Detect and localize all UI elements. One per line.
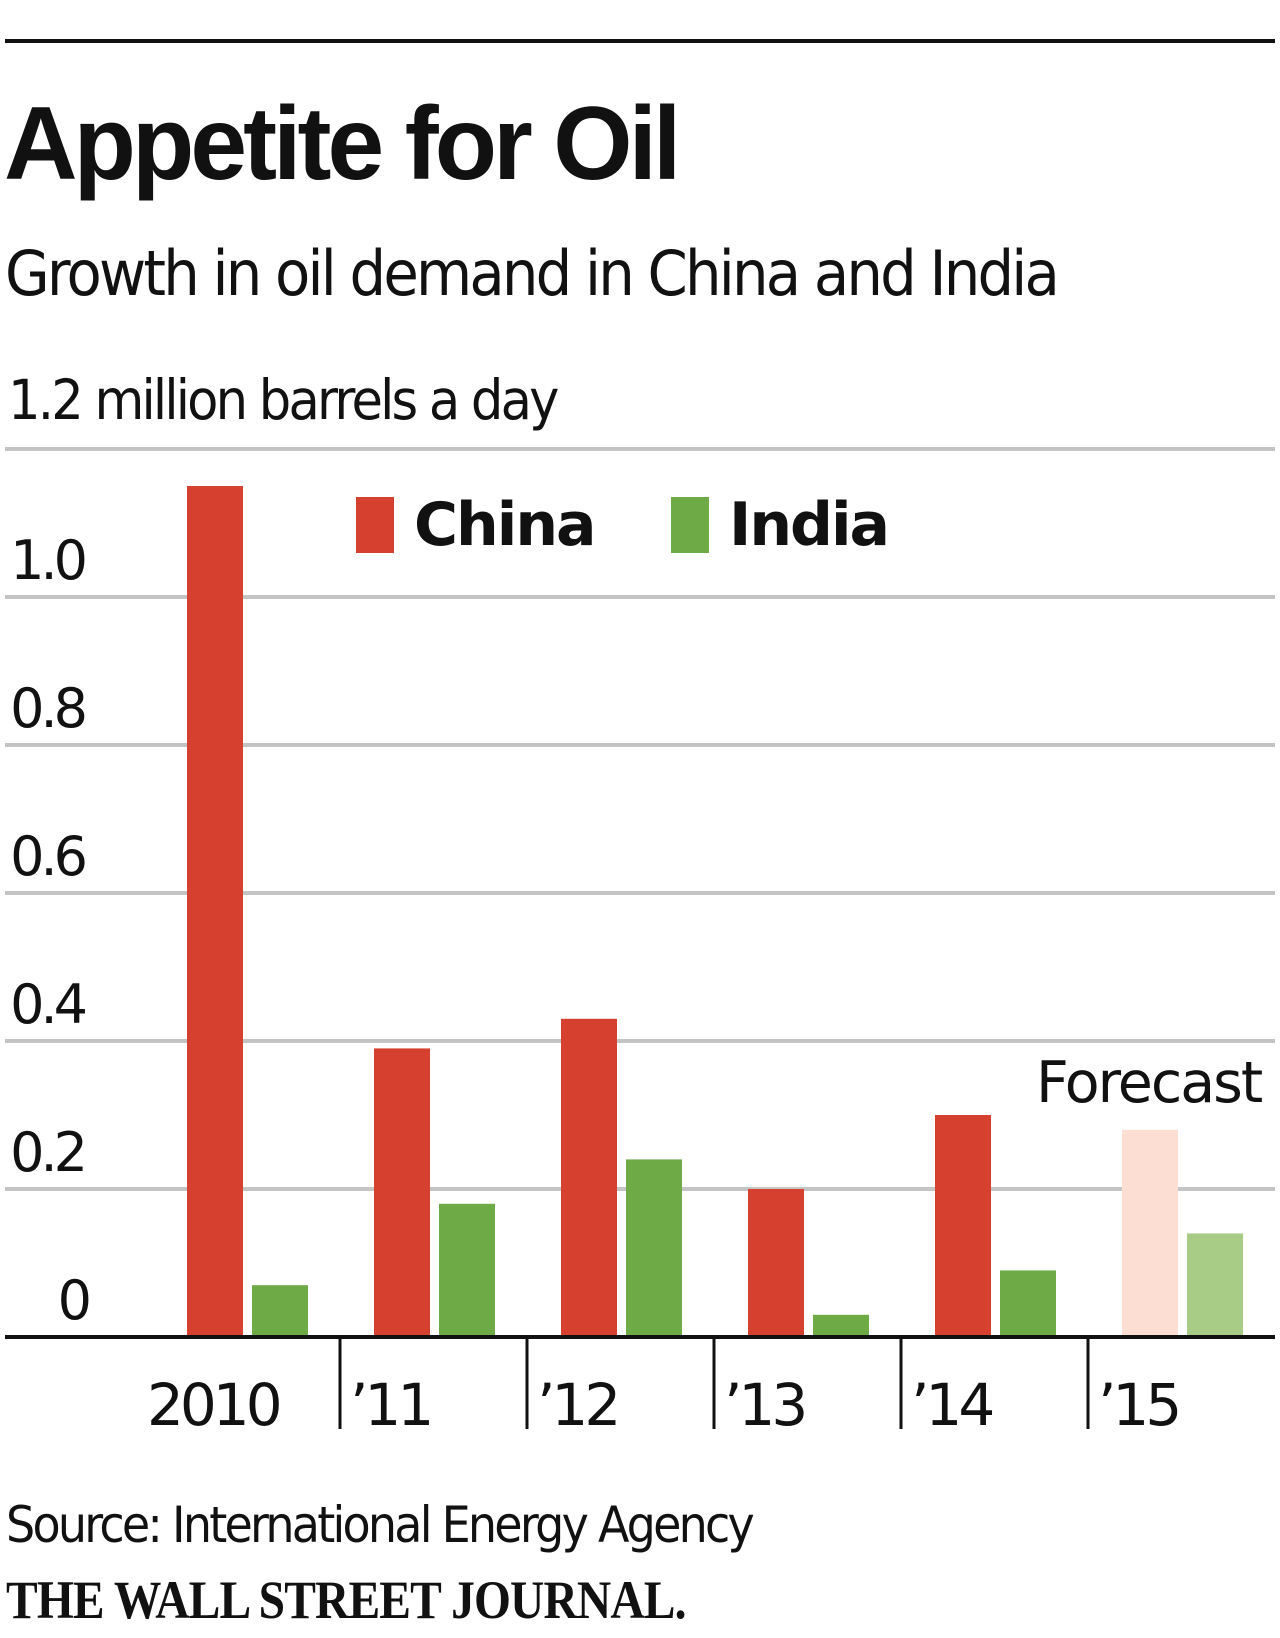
bar-india-4 bbox=[1000, 1270, 1056, 1337]
x-tick-label: ’15 bbox=[1098, 1371, 1178, 1439]
bar-india-5 bbox=[1187, 1233, 1243, 1337]
x-axis-baseline bbox=[5, 1335, 1275, 1339]
legend-india: India bbox=[671, 490, 890, 560]
chart-subtitle: Growth in oil demand in China and India bbox=[5, 237, 1060, 310]
top-rule bbox=[5, 39, 1275, 43]
legend-china: China bbox=[356, 490, 597, 560]
chart-title: Appetite for Oil bbox=[4, 86, 681, 202]
x-tick-label: ’11 bbox=[350, 1371, 430, 1439]
legend-swatch-india bbox=[671, 497, 709, 553]
x-tick-divider bbox=[338, 1337, 342, 1429]
y-tick-label: 0.4 bbox=[10, 973, 86, 1036]
legend-label-india: India bbox=[729, 490, 890, 560]
bar-china-3 bbox=[748, 1189, 804, 1337]
legend-label-china: China bbox=[414, 490, 597, 560]
legend-swatch-china bbox=[356, 497, 394, 553]
gridline bbox=[5, 447, 1275, 451]
bar-india-2 bbox=[626, 1159, 682, 1337]
x-tick-divider bbox=[525, 1337, 529, 1429]
source-note: Source: International Energy Agency bbox=[6, 1496, 755, 1554]
y-axis-ticks: 0 0.2 0.4 0.6 0.8 1.0 bbox=[10, 529, 93, 1332]
x-axis bbox=[5, 1335, 1275, 1339]
unit-label: 1.2 million barrels a day bbox=[8, 368, 559, 432]
y-tick-label: 1.0 bbox=[10, 529, 85, 592]
bar-china-0 bbox=[187, 486, 243, 1337]
bar-china-1 bbox=[374, 1048, 430, 1337]
bar-china-5 bbox=[1122, 1129, 1178, 1337]
x-tick-divider bbox=[712, 1337, 716, 1429]
gridline bbox=[5, 1039, 1275, 1043]
bar-india-0 bbox=[252, 1285, 308, 1337]
x-tick-label: ’12 bbox=[537, 1371, 617, 1439]
bars bbox=[187, 486, 1243, 1337]
publisher-logo: THE WALL STREET JOURNAL. bbox=[6, 1570, 686, 1630]
bar-india-1 bbox=[439, 1203, 495, 1337]
x-tick-divider bbox=[899, 1337, 903, 1429]
y-tick-label: 0.8 bbox=[10, 677, 85, 740]
bar-india-3 bbox=[813, 1314, 869, 1337]
gridline bbox=[5, 743, 1275, 747]
bar-china-2 bbox=[561, 1018, 617, 1337]
gridline bbox=[5, 891, 1275, 895]
x-tick-label: 2010 bbox=[147, 1371, 280, 1439]
y-tick-label: 0.6 bbox=[10, 825, 85, 888]
gridline bbox=[5, 595, 1275, 599]
y-tick-label: 0 bbox=[58, 1269, 89, 1332]
x-tick-divider bbox=[1086, 1337, 1090, 1429]
x-tick-label: ’14 bbox=[911, 1371, 992, 1439]
x-axis-ticks: 2010 ’11 ’12 ’13 ’14 ’15 bbox=[147, 1337, 1182, 1439]
forecast-annotation: Forecast bbox=[1036, 1050, 1263, 1116]
y-tick-label: 0.2 bbox=[10, 1121, 84, 1184]
x-tick-label: ’13 bbox=[724, 1371, 804, 1439]
bar-china-4 bbox=[935, 1115, 991, 1337]
